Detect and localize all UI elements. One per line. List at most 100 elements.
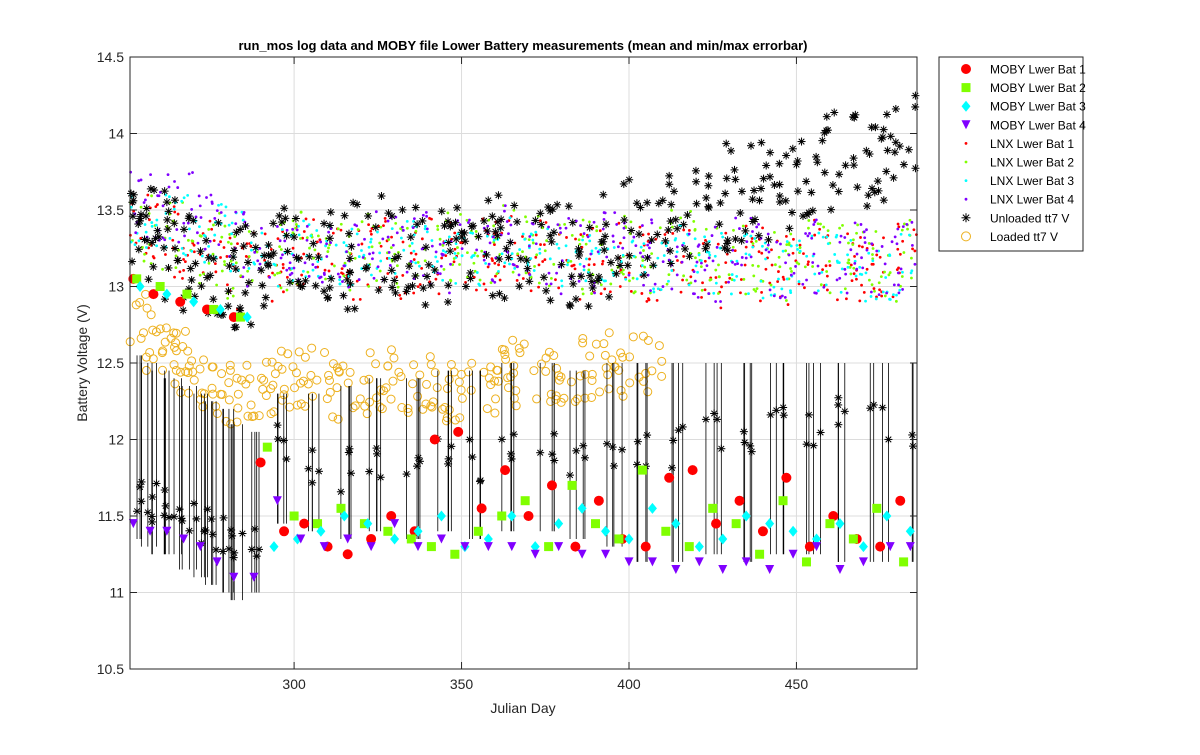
data-point bbox=[333, 414, 343, 424]
data-point bbox=[456, 246, 459, 249]
data-point bbox=[339, 228, 343, 232]
data-point bbox=[643, 253, 652, 262]
data-point bbox=[381, 237, 385, 241]
data-point bbox=[537, 220, 546, 229]
data-point bbox=[905, 525, 915, 537]
data-point bbox=[621, 253, 625, 257]
data-point bbox=[547, 237, 556, 246]
data-point bbox=[174, 254, 178, 258]
data-point bbox=[343, 264, 346, 268]
data-point bbox=[903, 222, 906, 226]
legend-label: Unloaded tt7 V bbox=[990, 211, 1069, 225]
data-point bbox=[161, 323, 171, 333]
data-point bbox=[750, 186, 759, 195]
data-point bbox=[879, 196, 888, 205]
data-point bbox=[777, 255, 781, 259]
data-point bbox=[290, 271, 294, 275]
data-point bbox=[278, 245, 282, 249]
data-point bbox=[401, 274, 405, 277]
data-point bbox=[497, 435, 506, 444]
data-point bbox=[828, 181, 837, 190]
data-point bbox=[740, 438, 749, 447]
data-point bbox=[242, 360, 252, 370]
data-point bbox=[757, 184, 766, 193]
data-point bbox=[453, 426, 464, 437]
data-point bbox=[173, 256, 182, 265]
data-point bbox=[632, 254, 636, 258]
data-point bbox=[733, 262, 737, 266]
data-point bbox=[602, 220, 611, 229]
data-point bbox=[215, 283, 219, 287]
data-point bbox=[682, 241, 686, 245]
data-point bbox=[901, 239, 905, 243]
data-point bbox=[641, 259, 645, 262]
data-point bbox=[687, 228, 691, 232]
data-point bbox=[875, 253, 879, 257]
y-tick-label: 14.5 bbox=[97, 49, 124, 65]
data-point bbox=[594, 276, 603, 285]
data-point bbox=[328, 412, 338, 422]
data-point bbox=[657, 356, 667, 366]
data-point bbox=[730, 165, 739, 174]
data-point bbox=[163, 225, 172, 234]
data-point bbox=[384, 209, 393, 218]
data-point bbox=[291, 246, 295, 250]
data-point bbox=[679, 216, 683, 220]
data-point bbox=[473, 526, 483, 536]
data-point bbox=[639, 271, 648, 280]
data-point bbox=[641, 224, 644, 227]
data-point bbox=[309, 234, 313, 238]
data-point bbox=[255, 250, 259, 254]
data-point bbox=[577, 549, 587, 559]
data-point bbox=[408, 281, 417, 290]
data-point bbox=[548, 450, 557, 459]
data-point bbox=[349, 198, 358, 207]
data-point bbox=[788, 525, 798, 537]
data-point bbox=[867, 278, 871, 282]
data-point bbox=[376, 230, 379, 234]
data-point bbox=[697, 253, 701, 257]
data-point bbox=[421, 213, 425, 217]
data-point bbox=[708, 503, 718, 513]
data-point bbox=[475, 248, 479, 252]
data-point bbox=[545, 282, 548, 286]
data-point bbox=[233, 389, 243, 399]
data-point bbox=[555, 271, 559, 275]
data-point bbox=[422, 379, 432, 389]
data-point bbox=[755, 549, 765, 559]
data-point bbox=[171, 328, 181, 338]
data-point bbox=[704, 172, 713, 181]
data-point bbox=[514, 343, 524, 353]
data-point bbox=[484, 373, 494, 383]
data-point bbox=[805, 278, 808, 282]
data-point bbox=[430, 266, 439, 275]
data-point bbox=[679, 290, 683, 294]
data-point bbox=[619, 179, 628, 188]
data-point bbox=[460, 247, 464, 251]
data-point bbox=[311, 268, 315, 272]
data-point bbox=[314, 467, 323, 476]
data-point bbox=[769, 293, 773, 297]
data-point bbox=[788, 144, 797, 153]
data-point bbox=[272, 262, 276, 266]
data-point bbox=[587, 263, 591, 267]
data-point bbox=[483, 227, 492, 236]
data-point bbox=[148, 238, 157, 247]
data-point bbox=[212, 409, 222, 419]
data-point bbox=[863, 202, 872, 211]
data-point bbox=[605, 292, 614, 301]
data-point bbox=[144, 246, 148, 249]
data-point bbox=[414, 252, 418, 256]
data-point bbox=[900, 275, 904, 278]
data-point bbox=[635, 230, 644, 239]
data-point bbox=[188, 227, 191, 231]
data-point bbox=[617, 221, 621, 225]
data-point bbox=[809, 441, 818, 450]
data-point bbox=[524, 215, 527, 219]
data-point bbox=[154, 205, 158, 209]
data-point bbox=[472, 261, 476, 265]
data-point bbox=[522, 256, 531, 265]
data-point bbox=[320, 280, 324, 284]
data-point bbox=[634, 372, 644, 382]
series-moby-lwer-bat-4 bbox=[128, 496, 915, 582]
